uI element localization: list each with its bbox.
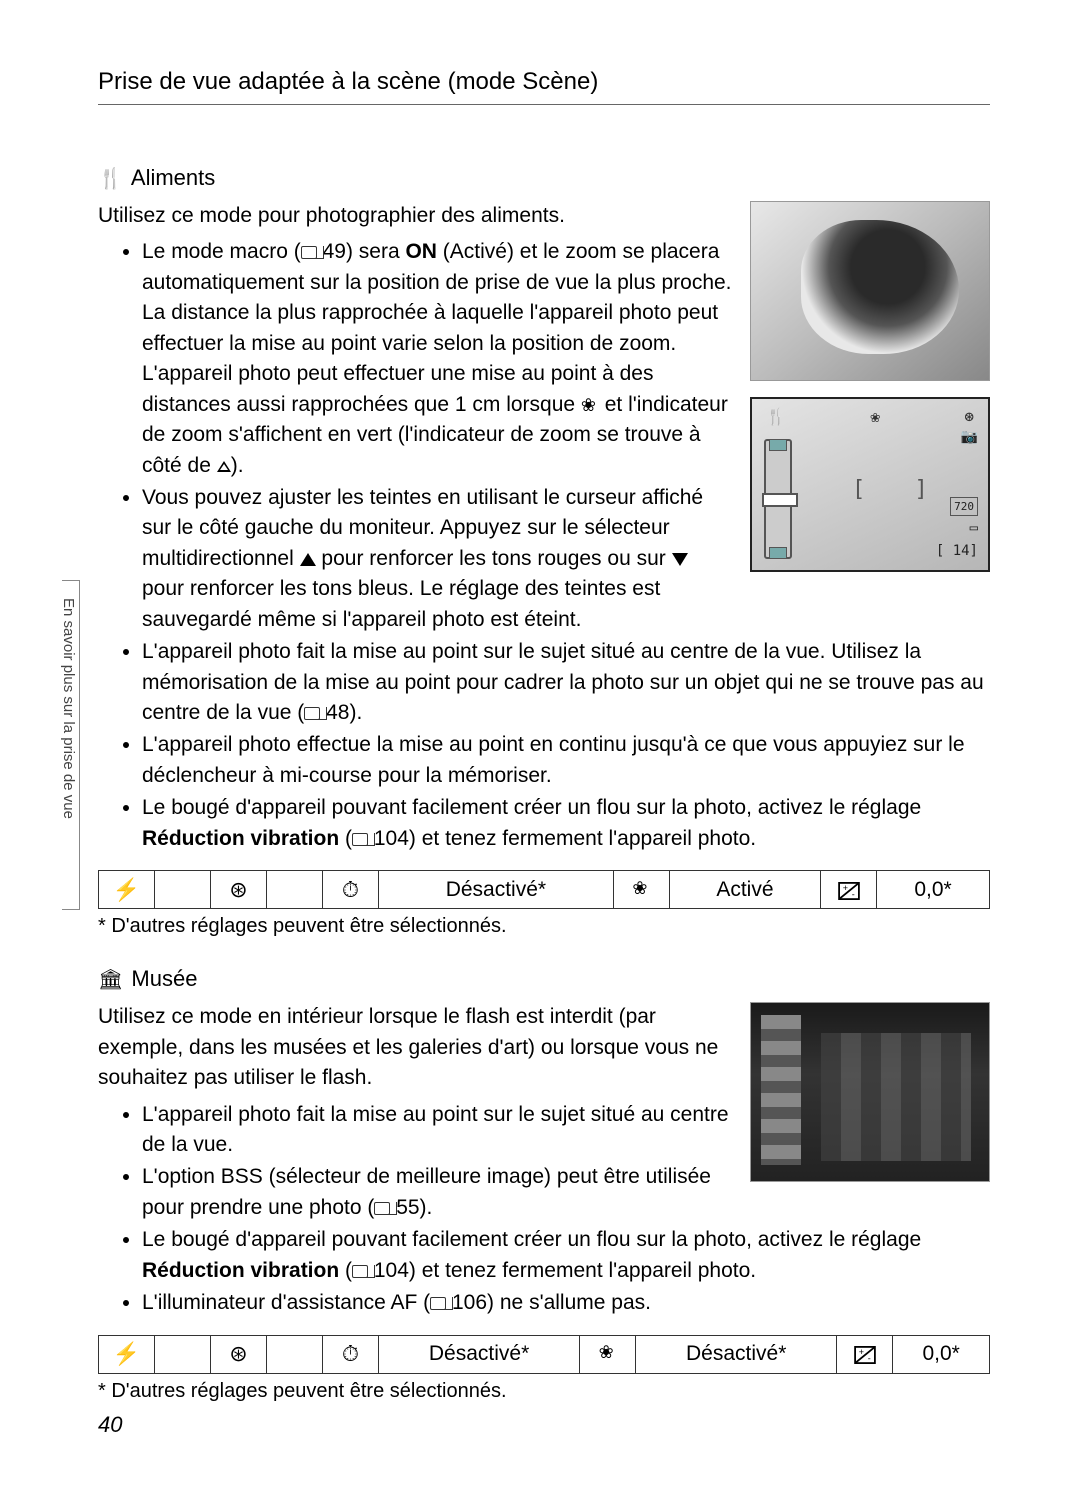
text: Le bougé d'appareil pouvant facilement c… [142,796,921,819]
down-arrow-icon [672,553,688,566]
text: ). [231,454,244,477]
text: ) ne s'allume pas. [487,1291,651,1314]
timer-icon: ⏱ [323,871,379,909]
ref-num: 104 [374,827,409,850]
lcd-af-brackets: [ ] [852,477,946,502]
lcd-mode-icon: 📷 [961,429,978,445]
book-ref-icon [352,833,368,846]
macro-val: Désactivé* [636,1335,837,1373]
section-aliments: 🍴 Aliments Utilisez ce mode pour photogr… [98,165,990,938]
lcd-card-icon: ▭ [970,520,978,536]
text: ). [349,701,362,724]
macro-col-icon [613,871,669,909]
triangle-outline-icon [217,461,231,472]
page-number: 40 [98,1412,122,1438]
book-ref-icon [304,707,320,720]
section-musee: 🏛 Musée Utilisez ce mode en intérieur lo… [98,966,990,1402]
list-item: L'appareil photo fait la mise au point s… [142,637,990,728]
book-ref-icon [352,1265,368,1278]
text: ( [339,1259,352,1282]
food-icon: 🍴 [98,166,123,191]
flash-icon: ⚡ [99,871,155,909]
macro-col-icon [580,1335,636,1373]
table-row: ⚡ ⊛ ⏱ Désactivé* Activé +- 0,0* [99,871,990,909]
flash-val [155,871,211,909]
list-item: Le bougé d'appareil pouvant facilement c… [142,1225,990,1286]
timer-val: Désactivé* [379,871,614,909]
settings-table-musee: ⚡ ⊛ ⏱ Désactivé* Désactivé* +- 0,0* [98,1335,990,1374]
ref-num: 106 [452,1291,487,1314]
text: ( [339,827,352,850]
bold-text: ON [405,240,437,263]
svg-text:+: + [858,1347,863,1357]
text: L'illuminateur d'assistance AF ( [142,1291,430,1314]
svg-text:-: - [851,889,854,899]
text: Le bougé d'appareil pouvant facilement c… [142,1228,921,1251]
lcd-hue-slider [764,439,792,559]
section-title-musee: 🏛 Musée [98,966,990,992]
text: ) et tenez fermement l'appareil photo. [409,1259,756,1282]
text: ). [420,1196,433,1219]
expcomp-icon: +- [837,1335,893,1373]
sample-image-museum [750,1002,990,1182]
redeye-val [267,1335,323,1373]
section-title-text: Musée [131,966,197,992]
lcd-rec-badge: 720 [950,497,978,517]
list-item: L'appareil photo effectue la mise au poi… [142,730,990,791]
macro-val: Activé [669,871,820,909]
ref-num: 55 [396,1196,419,1219]
lcd-preview: 🍴 ❀ ⊛ 📷 [ ] 720 ▭ [ 14] [750,397,990,572]
side-tab-text: En savoir plus sur la prise de vue [60,598,77,898]
book-ref-icon [301,246,317,259]
text: Le mode macro ( [142,240,301,263]
text: ) sera [346,240,406,263]
settings-table-aliments: ⚡ ⊛ ⏱ Désactivé* Activé +- 0,0* [98,870,990,909]
timer-icon: ⏱ [323,1335,379,1373]
timer-val: Désactivé* [379,1335,580,1373]
page-title: Prise de vue adaptée à la scène (mode Sc… [98,68,990,105]
text: pour renforcer les tons rouges ou sur [316,547,672,570]
section-title-aliments: 🍴 Aliments [98,165,990,191]
flash-icon: ⚡ [99,1335,155,1373]
footnote: * D'autres réglages peuvent être sélecti… [98,915,990,938]
book-ref-icon [430,1297,446,1310]
lcd-food-icon: 🍴 [766,407,786,426]
bold-text: Réduction vibration [142,1259,339,1282]
macro-icon [581,396,599,414]
up-arrow-icon [300,553,316,566]
lcd-target-icon: ⊛ [964,407,974,426]
text: pour renforcer les tons bleus. Le réglag… [142,577,660,630]
section-title-text: Aliments [131,165,215,191]
book-ref-icon [374,1202,390,1215]
manual-page: Prise de vue adaptée à la scène (mode Sc… [0,0,1080,1486]
svg-text:-: - [867,1354,870,1364]
table-row: ⚡ ⊛ ⏱ Désactivé* Désactivé* +- 0,0* [99,1335,990,1373]
ref-num: 104 [374,1259,409,1282]
ref-num: 49 [323,240,346,263]
flash-val [155,1335,211,1373]
redeye-icon: ⊛ [211,1335,267,1373]
lcd-counter: [ 14] [936,543,978,559]
expcomp-icon: +- [821,871,877,909]
redeye-val [267,871,323,909]
expcomp-val: 0,0* [877,871,990,909]
svg-text:+: + [842,883,847,893]
text: L'appareil photo fait la mise au point s… [142,640,984,724]
sample-image-food [750,201,990,381]
expcomp-val: 0,0* [893,1335,990,1373]
ref-num: 48 [326,701,349,724]
list-item: Le bougé d'appareil pouvant facilement c… [142,793,990,854]
lcd-macro-icon: ❀ [870,407,880,426]
museum-icon: 🏛 [98,967,123,992]
footnote: * D'autres réglages peuvent être sélecti… [98,1380,990,1403]
list-item: L'illuminateur d'assistance AF ( 106) ne… [142,1288,990,1318]
bold-text: Réduction vibration [142,827,339,850]
text: ) et tenez fermement l'appareil photo. [409,827,756,850]
redeye-icon: ⊛ [211,871,267,909]
lcd-top-icons: 🍴 ❀ ⊛ [766,407,974,426]
lcd-bottom-right: 720 ▭ [ 14] [936,495,978,562]
